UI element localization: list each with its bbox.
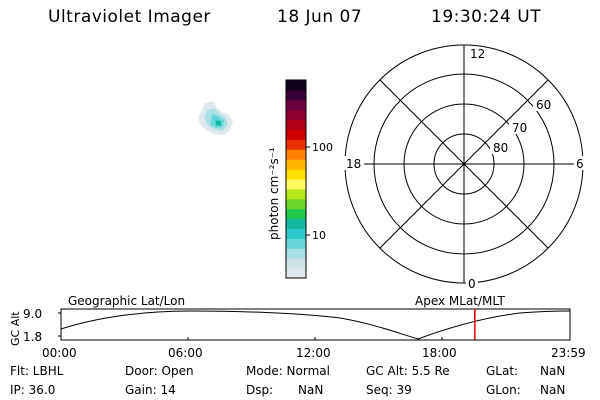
- colorbar-cell: [286, 99, 306, 111]
- colorbar-cell: [286, 89, 306, 101]
- dsp-label: Dsp:: [246, 383, 274, 397]
- aurora-image-blob: [198, 101, 233, 135]
- colorbar-cell: [286, 198, 306, 210]
- mode-status: Mode: Normal: [246, 364, 330, 378]
- colorbar-unit-label: photon cm⁻²s⁻¹: [267, 147, 281, 240]
- timeline-ytick-9: 9.0: [23, 307, 42, 321]
- gain-status: Gain: 14: [125, 383, 176, 397]
- header-date: 18 Jun 07: [277, 7, 363, 27]
- mlt-label-0: 0: [468, 277, 476, 291]
- door-status: Door: Open: [125, 364, 194, 378]
- colorbar-cell: [286, 119, 306, 130]
- colorbar-cell: [286, 228, 306, 239]
- colorbar-tick-label-10: 10: [312, 229, 326, 242]
- timeline-xtick-0000: 00:00: [42, 346, 77, 360]
- lat-label-80: 80: [493, 141, 508, 155]
- timeline-xtick-2359: 23:59: [551, 346, 586, 360]
- colorbar-cell: [286, 129, 306, 140]
- mlt-label-18: 18: [346, 157, 361, 171]
- timeline-xtick-0600: 06:00: [168, 346, 203, 360]
- colorbar-cell: [286, 159, 306, 170]
- altitude-curve: [60, 310, 571, 340]
- seq-status: Seq: 39: [366, 383, 412, 397]
- colorbar-cell: [286, 268, 306, 279]
- colorbar-cell: [286, 139, 306, 150]
- colorbar-cell: [286, 109, 306, 121]
- colorbar-scale: [286, 80, 306, 279]
- timeline-xtick-1800: 18:00: [422, 346, 457, 360]
- instrument-title: Ultraviolet Imager: [48, 7, 211, 27]
- colorbar-cell: [286, 238, 306, 249]
- colorbar-cell: [286, 248, 306, 259]
- colorbar-cell: [286, 169, 306, 180]
- colorbar-cell: [286, 188, 306, 200]
- colorbar-cell: [286, 258, 306, 269]
- dsp-value: NaN: [298, 383, 324, 397]
- glon-label: GLon:: [486, 383, 521, 397]
- timeline-left-caption: Geographic Lat/Lon: [68, 294, 185, 308]
- colorbar-cell: [286, 208, 306, 220]
- colorbar-cell: [286, 218, 306, 229]
- lat-label-60: 60: [536, 98, 551, 112]
- colorbar-tick-label-100: 100: [312, 141, 333, 154]
- header-time: 19:30:24 UT: [431, 7, 542, 27]
- colorbar-cell: [286, 179, 306, 190]
- glon-value: NaN: [540, 383, 566, 397]
- colorbar-cell: [286, 149, 306, 160]
- timeline-axis-label: GC Alt: [9, 311, 22, 346]
- timeline-right-caption: Apex MLat/MLT: [415, 294, 505, 308]
- glat-value: NaN: [540, 364, 566, 378]
- gc-alt-status: GC Alt: 5.5 Re: [366, 364, 450, 378]
- colorbar-frame: [285, 79, 307, 279]
- colorbar-cell: [286, 80, 306, 91]
- ip-status: IP: 36.0: [10, 383, 56, 397]
- timeline-ytick-1-8: 1.8: [23, 330, 42, 344]
- polar-diagonal-2: [379, 79, 549, 249]
- mlt-label-12: 12: [470, 47, 485, 61]
- lat-label-70: 70: [512, 121, 527, 135]
- mlt-label-6: 6: [576, 157, 584, 171]
- glat-label: GLat:: [486, 364, 519, 378]
- timeline-xtick-1200: 12:00: [296, 346, 331, 360]
- filter-status: Flt: LBHL: [10, 364, 64, 378]
